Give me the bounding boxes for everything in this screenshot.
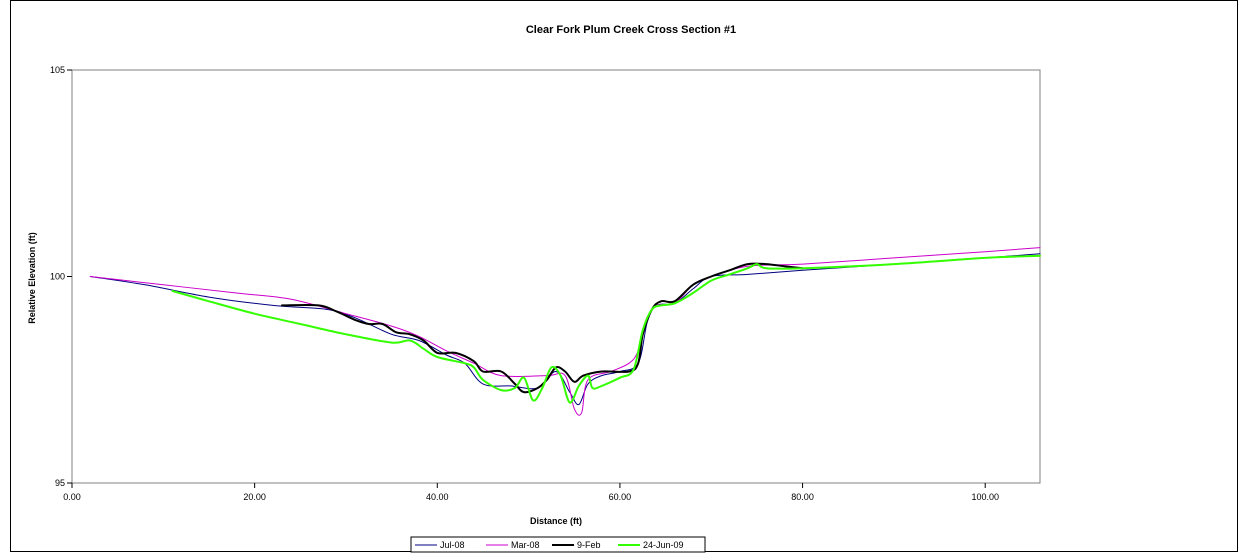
plot-area xyxy=(71,69,1041,484)
legend-label-9-feb: 9-Feb xyxy=(577,540,601,550)
legend: Jul-08 Mar-08 9-Feb 24-Jun-09 xyxy=(410,536,706,553)
x-tick-label: 60.00 xyxy=(609,492,632,502)
x-tick-label: 80.00 xyxy=(791,492,814,502)
axes: 0.00 20.00 40.00 60.00 80.00 100.00 95 100 105 xyxy=(50,65,999,502)
y-tick-label: 95 xyxy=(55,478,65,488)
y-tick-label: 105 xyxy=(50,65,65,75)
series-line-24-jun-09 xyxy=(171,254,1041,404)
y-axis-title: Relative Elevation (ft) xyxy=(27,232,37,324)
x-tick-label: 100.00 xyxy=(971,492,999,502)
series-line-jul-08 xyxy=(89,253,1041,406)
chart-frame xyxy=(10,0,1238,552)
legend-label-mar-08: Mar-08 xyxy=(511,540,540,550)
legend-label-24-jun-09: 24-Jun-09 xyxy=(643,540,684,550)
series-layer xyxy=(89,247,1041,416)
y-tick-label: 100 xyxy=(50,272,65,282)
x-axis-title: Distance (ft) xyxy=(530,516,582,526)
chart-title: Clear Fork Plum Creek Cross Section #1 xyxy=(526,24,736,36)
series-line-9-feb xyxy=(281,262,804,394)
x-tick-label: 40.00 xyxy=(426,492,449,502)
series-line-mar-08 xyxy=(89,247,1041,416)
legend-label-jul-08: Jul-08 xyxy=(440,540,465,550)
x-tick-label: 0.00 xyxy=(63,492,81,502)
x-tick-label: 20.00 xyxy=(243,492,266,502)
